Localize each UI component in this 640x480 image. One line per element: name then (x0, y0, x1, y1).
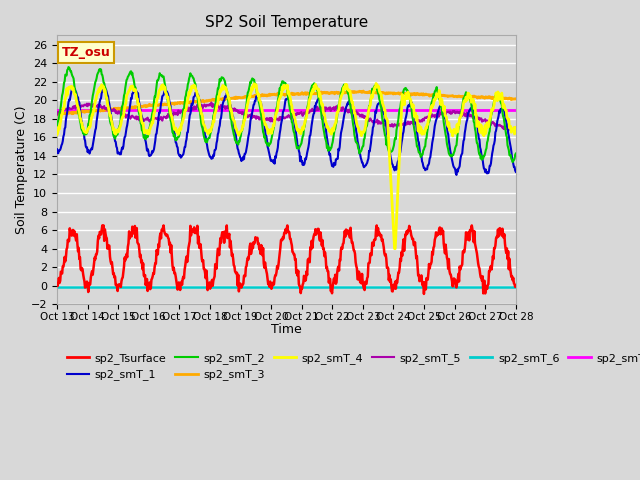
X-axis label: Time: Time (271, 324, 302, 336)
Legend: sp2_Tsurface, sp2_smT_1, sp2_smT_2, sp2_smT_3, sp2_smT_4, sp2_smT_5, sp2_smT_6, : sp2_Tsurface, sp2_smT_1, sp2_smT_2, sp2_… (63, 348, 640, 385)
Title: SP2 Soil Temperature: SP2 Soil Temperature (205, 15, 368, 30)
Y-axis label: Soil Temperature (C): Soil Temperature (C) (15, 106, 28, 234)
Text: TZ_osu: TZ_osu (61, 46, 110, 59)
